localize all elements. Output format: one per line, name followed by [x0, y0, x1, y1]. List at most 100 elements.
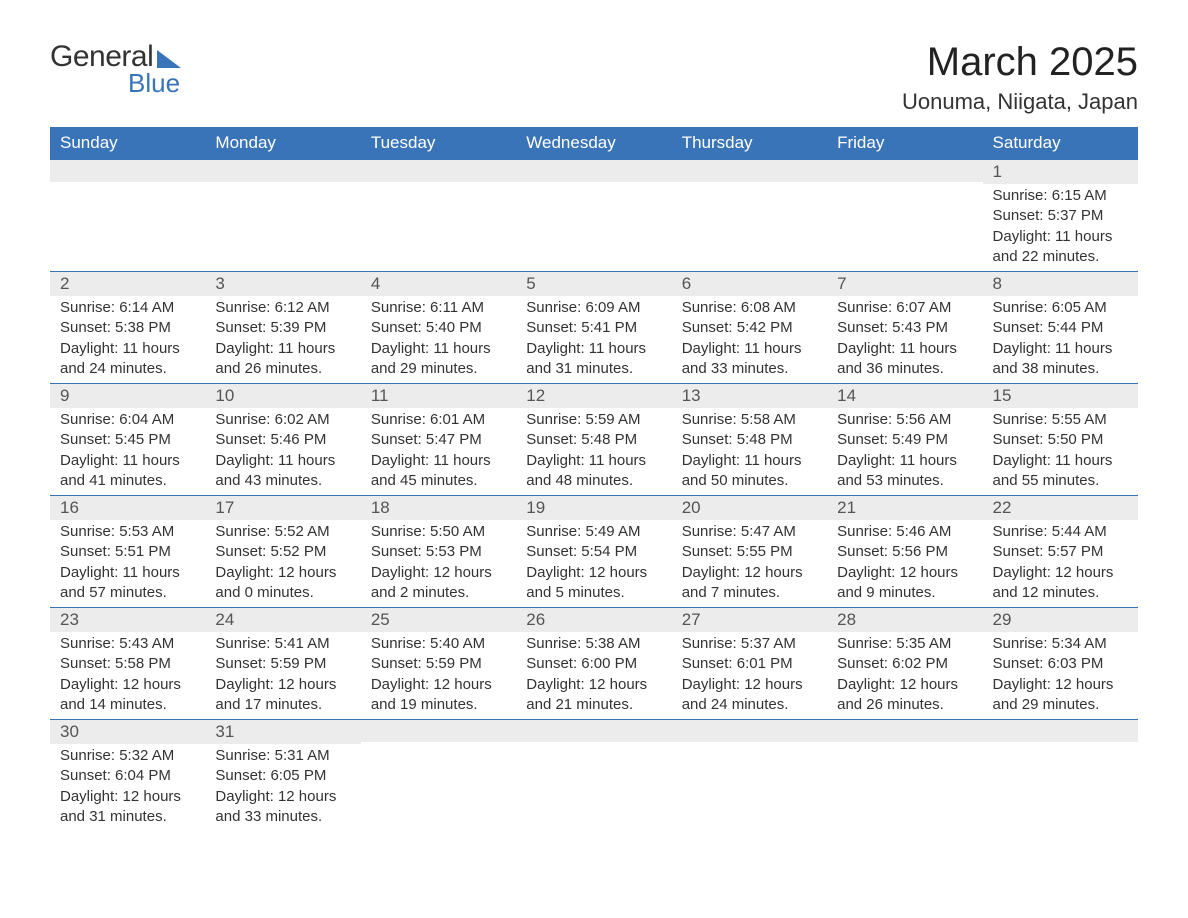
day-number: 29 — [983, 608, 1138, 632]
daylight-text: Daylight: 12 hours and 24 minutes. — [682, 675, 817, 716]
sunrise-text: Sunrise: 5:34 AM — [993, 634, 1128, 654]
day-content: Sunrise: 6:05 AMSunset: 5:44 PMDaylight:… — [983, 296, 1138, 383]
day-number: 2 — [50, 272, 205, 296]
day-cell: 17Sunrise: 5:52 AMSunset: 5:52 PMDayligh… — [205, 496, 360, 608]
daylight-text: Daylight: 12 hours and 2 minutes. — [371, 563, 506, 604]
week-row: 1Sunrise: 6:15 AMSunset: 5:37 PMDaylight… — [50, 160, 1138, 272]
day-number: 9 — [50, 384, 205, 408]
col-saturday: Saturday — [983, 127, 1138, 160]
day-cell — [672, 160, 827, 272]
day-content — [516, 742, 671, 822]
day-number — [983, 720, 1138, 742]
sunset-text: Sunset: 5:38 PM — [60, 318, 195, 338]
week-row: 9Sunrise: 6:04 AMSunset: 5:45 PMDaylight… — [50, 384, 1138, 496]
daylight-text: Daylight: 11 hours and 41 minutes. — [60, 451, 195, 492]
day-cell: 19Sunrise: 5:49 AMSunset: 5:54 PMDayligh… — [516, 496, 671, 608]
day-content: Sunrise: 5:35 AMSunset: 6:02 PMDaylight:… — [827, 632, 982, 719]
sunrise-text: Sunrise: 5:32 AM — [60, 746, 195, 766]
sunrise-text: Sunrise: 5:31 AM — [215, 746, 350, 766]
sunset-text: Sunset: 5:48 PM — [682, 430, 817, 450]
month-title: March 2025 — [902, 40, 1138, 85]
day-cell: 18Sunrise: 5:50 AMSunset: 5:53 PMDayligh… — [361, 496, 516, 608]
day-cell — [516, 160, 671, 272]
day-number: 15 — [983, 384, 1138, 408]
day-content: Sunrise: 5:41 AMSunset: 5:59 PMDaylight:… — [205, 632, 360, 719]
day-content: Sunrise: 5:32 AMSunset: 6:04 PMDaylight:… — [50, 744, 205, 831]
sunset-text: Sunset: 5:57 PM — [993, 542, 1128, 562]
day-content: Sunrise: 5:49 AMSunset: 5:54 PMDaylight:… — [516, 520, 671, 607]
daylight-text: Daylight: 12 hours and 12 minutes. — [993, 563, 1128, 604]
day-content: Sunrise: 5:50 AMSunset: 5:53 PMDaylight:… — [361, 520, 516, 607]
sunrise-text: Sunrise: 5:46 AM — [837, 522, 972, 542]
daylight-text: Daylight: 12 hours and 31 minutes. — [60, 787, 195, 828]
day-cell: 9Sunrise: 6:04 AMSunset: 5:45 PMDaylight… — [50, 384, 205, 496]
day-number — [672, 720, 827, 742]
sunrise-text: Sunrise: 5:37 AM — [682, 634, 817, 654]
day-cell — [361, 720, 516, 832]
sunset-text: Sunset: 6:00 PM — [526, 654, 661, 674]
sunrise-text: Sunrise: 5:47 AM — [682, 522, 817, 542]
sunrise-text: Sunrise: 5:50 AM — [371, 522, 506, 542]
day-number: 22 — [983, 496, 1138, 520]
logo-text-blue: Blue — [128, 68, 180, 99]
day-number: 14 — [827, 384, 982, 408]
day-number: 24 — [205, 608, 360, 632]
day-number: 25 — [361, 608, 516, 632]
day-content — [361, 182, 516, 262]
sunrise-text: Sunrise: 5:56 AM — [837, 410, 972, 430]
sunset-text: Sunset: 5:51 PM — [60, 542, 195, 562]
sunset-text: Sunset: 5:56 PM — [837, 542, 972, 562]
day-content — [672, 182, 827, 262]
location-subtitle: Uonuma, Niigata, Japan — [902, 89, 1138, 115]
calendar-body: 1Sunrise: 6:15 AMSunset: 5:37 PMDaylight… — [50, 160, 1138, 832]
day-content: Sunrise: 5:31 AMSunset: 6:05 PMDaylight:… — [205, 744, 360, 831]
sunset-text: Sunset: 5:47 PM — [371, 430, 506, 450]
sunset-text: Sunset: 6:04 PM — [60, 766, 195, 786]
day-cell: 15Sunrise: 5:55 AMSunset: 5:50 PMDayligh… — [983, 384, 1138, 496]
day-content: Sunrise: 5:43 AMSunset: 5:58 PMDaylight:… — [50, 632, 205, 719]
brand-logo: General Blue — [50, 40, 181, 99]
daylight-text: Daylight: 11 hours and 38 minutes. — [993, 339, 1128, 380]
day-cell: 29Sunrise: 5:34 AMSunset: 6:03 PMDayligh… — [983, 608, 1138, 720]
day-content — [205, 182, 360, 262]
day-number: 26 — [516, 608, 671, 632]
day-number: 17 — [205, 496, 360, 520]
daylight-text: Daylight: 12 hours and 29 minutes. — [993, 675, 1128, 716]
daylight-text: Daylight: 11 hours and 48 minutes. — [526, 451, 661, 492]
sunrise-text: Sunrise: 5:59 AM — [526, 410, 661, 430]
daylight-text: Daylight: 12 hours and 21 minutes. — [526, 675, 661, 716]
sunrise-text: Sunrise: 5:53 AM — [60, 522, 195, 542]
day-content: Sunrise: 6:04 AMSunset: 5:45 PMDaylight:… — [50, 408, 205, 495]
daylight-text: Daylight: 12 hours and 7 minutes. — [682, 563, 817, 604]
day-cell: 22Sunrise: 5:44 AMSunset: 5:57 PMDayligh… — [983, 496, 1138, 608]
day-number: 28 — [827, 608, 982, 632]
day-content — [672, 742, 827, 822]
page-header: General Blue March 2025 Uonuma, Niigata,… — [50, 40, 1138, 115]
day-content: Sunrise: 5:55 AMSunset: 5:50 PMDaylight:… — [983, 408, 1138, 495]
day-content: Sunrise: 5:37 AMSunset: 6:01 PMDaylight:… — [672, 632, 827, 719]
sunset-text: Sunset: 5:41 PM — [526, 318, 661, 338]
day-number: 4 — [361, 272, 516, 296]
sunrise-text: Sunrise: 6:07 AM — [837, 298, 972, 318]
sunrise-text: Sunrise: 6:01 AM — [371, 410, 506, 430]
sunset-text: Sunset: 6:01 PM — [682, 654, 817, 674]
day-cell — [827, 720, 982, 832]
daylight-text: Daylight: 11 hours and 29 minutes. — [371, 339, 506, 380]
daylight-text: Daylight: 11 hours and 57 minutes. — [60, 563, 195, 604]
day-cell: 27Sunrise: 5:37 AMSunset: 6:01 PMDayligh… — [672, 608, 827, 720]
sunrise-text: Sunrise: 6:09 AM — [526, 298, 661, 318]
day-number: 11 — [361, 384, 516, 408]
sunset-text: Sunset: 5:59 PM — [215, 654, 350, 674]
day-content: Sunrise: 5:44 AMSunset: 5:57 PMDaylight:… — [983, 520, 1138, 607]
day-number: 3 — [205, 272, 360, 296]
day-number: 16 — [50, 496, 205, 520]
sunset-text: Sunset: 5:48 PM — [526, 430, 661, 450]
day-content — [361, 742, 516, 822]
sunrise-text: Sunrise: 5:35 AM — [837, 634, 972, 654]
sunset-text: Sunset: 5:49 PM — [837, 430, 972, 450]
daylight-text: Daylight: 12 hours and 33 minutes. — [215, 787, 350, 828]
calendar-head: Sunday Monday Tuesday Wednesday Thursday… — [50, 127, 1138, 160]
daylight-text: Daylight: 11 hours and 53 minutes. — [837, 451, 972, 492]
day-number: 6 — [672, 272, 827, 296]
day-content: Sunrise: 6:14 AMSunset: 5:38 PMDaylight:… — [50, 296, 205, 383]
